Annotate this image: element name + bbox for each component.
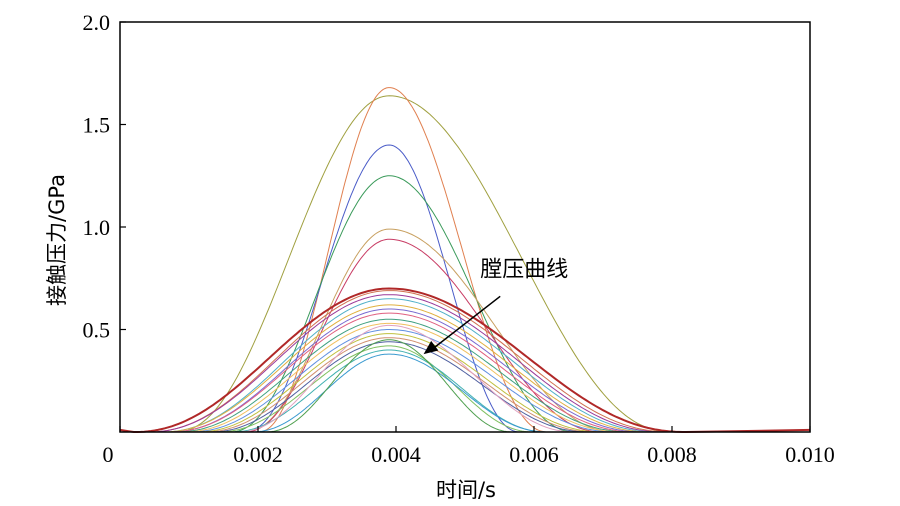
series-line <box>216 345 534 433</box>
series-line <box>237 324 576 433</box>
annotation: 膛压曲线 <box>423 257 568 355</box>
series-line <box>147 290 672 433</box>
series-line <box>195 333 603 433</box>
series-line <box>244 144 521 433</box>
annotation-label: 膛压曲线 <box>480 257 568 282</box>
series-group <box>119 87 811 433</box>
y-tick-label: 2.0 <box>83 10 111 35</box>
series-line <box>251 353 548 433</box>
series-line <box>230 349 548 433</box>
x-tick-label: 0.008 <box>647 442 697 467</box>
series-line <box>175 95 672 433</box>
series-line <box>202 337 597 433</box>
plot-frame <box>119 21 811 433</box>
series-line <box>175 318 631 433</box>
y-tick-label: 1.0 <box>83 215 111 240</box>
x-tick-label: 0.010 <box>785 442 835 467</box>
annotation-arrowhead <box>423 340 439 355</box>
y-axis: 0.5 1.0 1.5 2.0 <box>83 10 126 343</box>
series-line <box>264 339 514 433</box>
y-tick-label: 1.5 <box>83 113 111 138</box>
x-axis-title: 时间/s <box>436 478 496 502</box>
series-line <box>182 322 624 433</box>
series-line <box>168 308 645 433</box>
x-tick-label: 0.002 <box>233 442 283 467</box>
series-line <box>161 304 652 433</box>
series-line <box>147 294 666 433</box>
series-line <box>161 298 659 433</box>
annotation-arrow <box>433 295 501 349</box>
y-tick-label: 0.5 <box>83 318 111 343</box>
y-axis-title: 接触压力/GPa <box>45 174 69 306</box>
series-line <box>189 329 617 433</box>
series-line <box>209 341 590 433</box>
x-tick-label: 0.006 <box>509 442 559 467</box>
series-line <box>168 312 638 433</box>
series-line <box>119 287 811 433</box>
x-tick-label: 0.004 <box>371 442 421 467</box>
x-tick-label: 0 <box>103 442 114 467</box>
x-axis: 0 0.002 0.004 0.006 0.008 0.010 <box>103 426 835 467</box>
